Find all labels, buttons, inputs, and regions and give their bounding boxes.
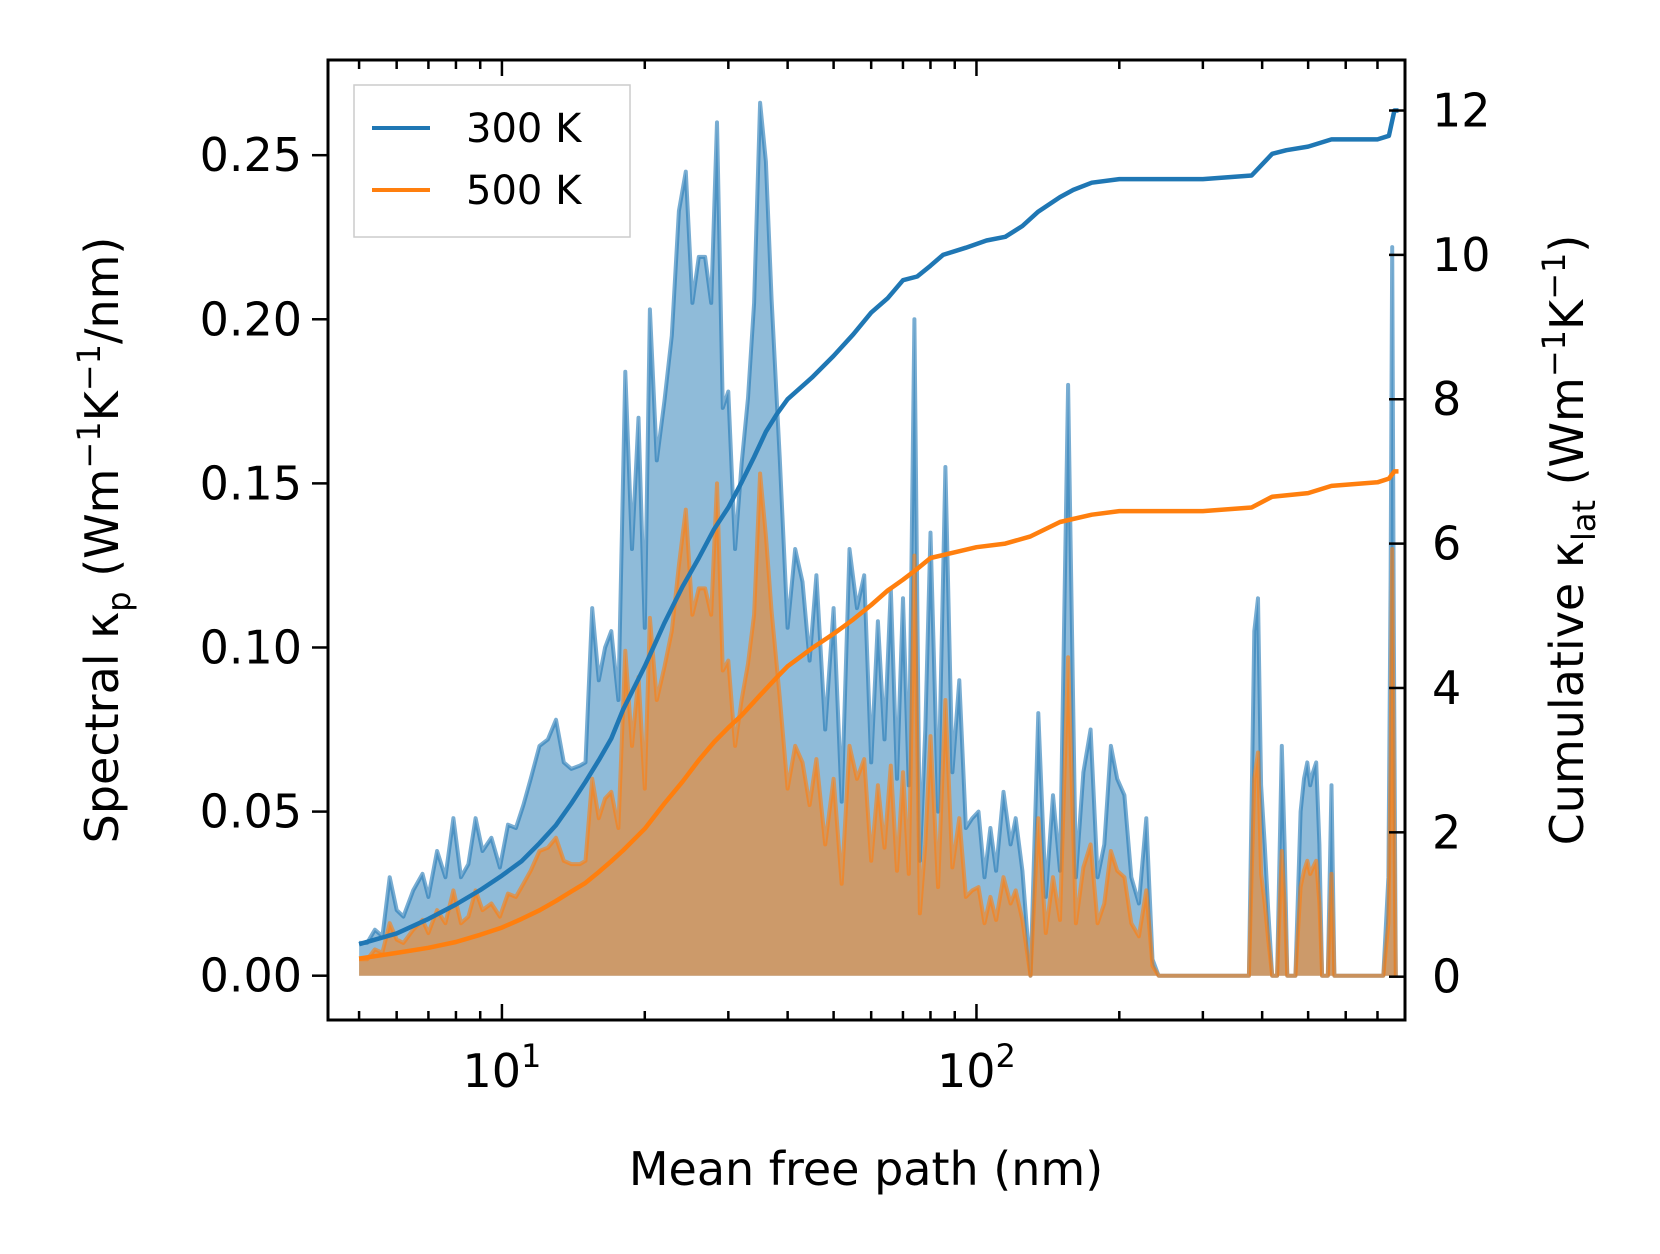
- spectral-fill-layer: [359, 100, 1398, 978]
- y-tick-label-right: 8: [1432, 372, 1461, 426]
- y-tick-label-right: 12: [1432, 84, 1491, 138]
- series-line-layer: [358, 108, 1399, 961]
- cumulative-line-500k: [358, 469, 1399, 961]
- y-tick-label-left: 0.25: [200, 128, 302, 182]
- y-tick-label-right: 2: [1432, 805, 1461, 859]
- y-axis-title-right: Cumulative κlat (Wm−1K−1): [1535, 235, 1603, 846]
- legend-label-500k: 500 K: [466, 168, 583, 214]
- spectral-area-300k: [359, 102, 1396, 976]
- plot-frame: [326, 58, 1407, 1022]
- y-tick-label-right: 6: [1432, 517, 1461, 571]
- y-tick-label-left: 0.15: [200, 456, 302, 510]
- legend-label-300k: 300 K: [466, 106, 583, 152]
- spectral-area-500k: [359, 473, 1396, 976]
- y-axis-title-left: Spectral κp (Wm−1K−1/nm): [70, 237, 138, 844]
- y-tick-label-left: 0.05: [200, 785, 302, 839]
- y-tick-label-left: 0.00: [200, 949, 302, 1003]
- cumulative-line-300k: [358, 108, 1399, 947]
- x-tick-label: 101: [462, 1037, 541, 1098]
- y-tick-label-right: 4: [1432, 661, 1461, 715]
- x-axis-title: Mean free path (nm): [629, 1142, 1103, 1196]
- y-tick-label-left: 0.20: [200, 292, 302, 346]
- y-tick-label-right: 0: [1432, 950, 1461, 1004]
- x-tick-label: 102: [937, 1037, 1016, 1098]
- y-tick-label-left: 0.10: [200, 620, 302, 674]
- y-tick-label-right: 10: [1432, 228, 1491, 282]
- legend-box: [353, 84, 631, 238]
- spectral-line-500k: [359, 471, 1398, 978]
- legend: 300 K 500 K: [353, 84, 631, 238]
